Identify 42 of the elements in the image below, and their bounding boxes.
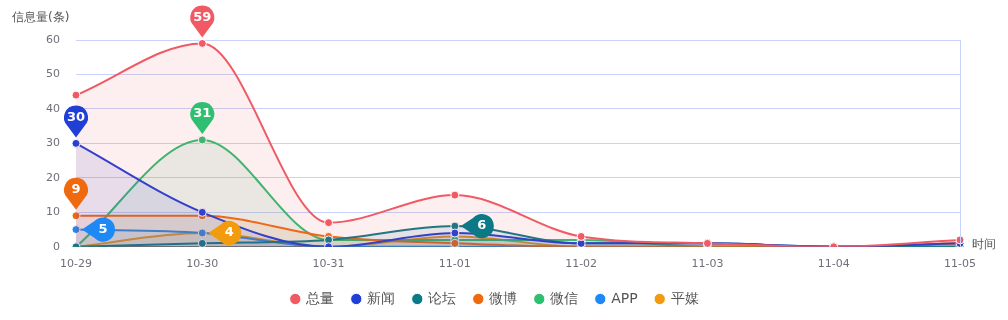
point xyxy=(450,190,460,200)
y-tick-label: 10 xyxy=(46,205,60,219)
point xyxy=(197,135,207,145)
data-label: 30 xyxy=(66,108,86,124)
legend-label: 微信 xyxy=(550,289,579,306)
legend-label: APP xyxy=(611,289,638,306)
y-tick-label: 40 xyxy=(46,101,60,115)
point xyxy=(197,40,207,48)
data-label: 5 xyxy=(98,220,108,236)
y-tick-label: 20 xyxy=(46,170,60,184)
legend-label: 微博 xyxy=(489,289,518,306)
data-label: 59 xyxy=(193,8,212,24)
legend-label: 论坛 xyxy=(428,289,457,306)
y-tick-label: 50 xyxy=(46,67,60,81)
legend-label: 总量 xyxy=(305,289,335,306)
x-tick-label: 10-31 xyxy=(312,257,345,271)
x-tick-label: 10-30 xyxy=(186,257,219,271)
y-tick-label: 30 xyxy=(46,136,60,150)
point xyxy=(197,207,207,217)
point xyxy=(71,225,81,235)
point xyxy=(576,231,586,241)
point xyxy=(197,238,207,247)
x-tick-label: 11-01 xyxy=(438,257,471,271)
x-tick-label: 11-05 xyxy=(944,257,976,271)
y-axis-title: 信息量(条) xyxy=(12,10,70,25)
point xyxy=(71,90,81,100)
data-label: 31 xyxy=(193,105,212,121)
legend-label: 平媒 xyxy=(670,289,699,306)
x-tick-label: 11-02 xyxy=(565,257,598,271)
x-tick-label: 11-03 xyxy=(691,257,724,271)
x-tick-label: 10-29 xyxy=(60,257,92,271)
point xyxy=(324,218,334,228)
x-tick-label: 11-04 xyxy=(817,257,850,271)
point xyxy=(71,211,81,221)
data-label: 9 xyxy=(71,181,81,197)
x-axis-title: 时间 xyxy=(972,236,996,251)
legend-label: 新闻 xyxy=(367,289,396,306)
point xyxy=(71,138,81,148)
y-tick-label: 0 xyxy=(53,239,60,253)
data-label: 6 xyxy=(477,217,487,233)
data-label: 4 xyxy=(224,224,234,240)
y-tick-label: 60 xyxy=(46,32,60,46)
